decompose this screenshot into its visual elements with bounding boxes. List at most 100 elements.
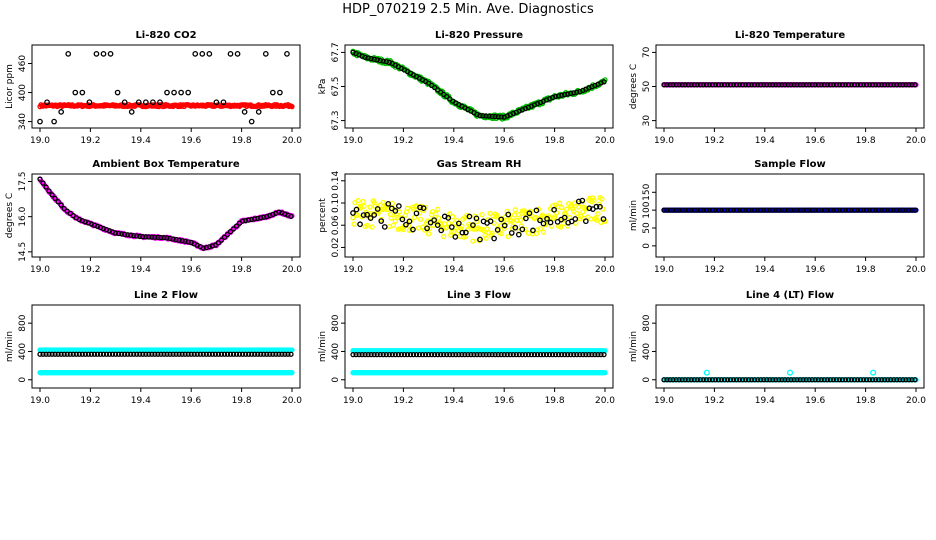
data-point xyxy=(431,351,438,358)
data-point xyxy=(44,99,50,106)
data-point xyxy=(546,351,553,358)
data-point xyxy=(356,351,362,358)
data-point xyxy=(906,82,912,88)
data-point xyxy=(377,351,383,358)
data-point xyxy=(761,377,767,383)
data-point xyxy=(851,207,858,213)
data-point xyxy=(815,377,821,383)
data-point xyxy=(848,207,855,213)
data-point xyxy=(288,213,294,219)
data-point xyxy=(900,82,906,88)
data-point xyxy=(203,351,209,357)
data-point xyxy=(906,207,912,213)
data-point xyxy=(381,224,388,230)
x-tick-label: 19.0 xyxy=(343,396,363,406)
data-point xyxy=(580,209,586,215)
y-tick-label: 400 xyxy=(642,343,652,360)
data-point xyxy=(791,377,797,383)
y-tick-label: 30 xyxy=(642,115,652,127)
data-point xyxy=(230,351,237,357)
data-point xyxy=(776,377,782,383)
data-point xyxy=(269,89,276,96)
data-point xyxy=(413,210,420,217)
plot-frame xyxy=(31,173,301,258)
data-point xyxy=(900,207,906,213)
data-point xyxy=(685,377,691,383)
data-point xyxy=(52,195,58,202)
data-point xyxy=(484,226,490,232)
data-point xyxy=(435,351,441,358)
data-point xyxy=(679,377,685,383)
data-point xyxy=(794,207,800,213)
data-point xyxy=(854,207,861,213)
y-axis-label: degrees C xyxy=(5,193,15,238)
data-point xyxy=(489,113,495,120)
data-point xyxy=(473,215,480,222)
x-tick-label: 19.8 xyxy=(232,396,252,406)
data-point xyxy=(288,351,294,357)
data-point xyxy=(830,207,836,213)
data-point xyxy=(685,82,691,88)
data-point xyxy=(791,82,797,88)
data-point xyxy=(191,351,197,357)
series-flow_avg xyxy=(37,351,294,357)
data-point xyxy=(383,59,389,65)
data-point xyxy=(55,199,61,205)
data-point xyxy=(700,207,706,213)
data-point xyxy=(664,207,670,213)
data-point xyxy=(876,377,882,383)
data-point xyxy=(374,351,380,358)
data-point xyxy=(128,351,134,357)
data-point xyxy=(438,227,445,234)
x-tick-label: 20.0 xyxy=(906,136,926,146)
data-point xyxy=(752,82,758,88)
data-point xyxy=(879,82,885,88)
data-point xyxy=(487,218,494,225)
data-point xyxy=(697,377,703,383)
data-point xyxy=(897,207,903,213)
data-point xyxy=(730,207,737,213)
data-point xyxy=(368,351,374,358)
data-point xyxy=(49,192,55,198)
data-point xyxy=(592,351,598,358)
data-point xyxy=(428,351,435,358)
data-point xyxy=(65,50,72,57)
data-point xyxy=(903,377,909,383)
data-point xyxy=(736,82,743,88)
data-point xyxy=(178,89,184,96)
data-point xyxy=(491,235,497,242)
data-point xyxy=(833,82,840,88)
data-point xyxy=(700,377,706,383)
data-point xyxy=(721,207,728,213)
chart-title: Sample Flow xyxy=(754,159,826,170)
x-tick-label: 19.0 xyxy=(654,136,674,146)
data-point xyxy=(482,232,488,238)
data-point xyxy=(782,207,788,213)
data-point xyxy=(258,215,264,221)
x-tick-label: 19.0 xyxy=(654,265,674,275)
x-tick-label: 19.2 xyxy=(393,265,413,275)
data-point xyxy=(746,207,752,213)
data-point xyxy=(487,210,493,217)
data-point xyxy=(185,239,191,245)
data-point xyxy=(525,351,532,358)
data-point xyxy=(568,90,574,97)
data-point xyxy=(806,377,812,383)
data-point xyxy=(891,207,897,213)
data-point xyxy=(543,351,550,358)
data-point xyxy=(513,351,519,358)
x-tick-label: 19.0 xyxy=(343,136,363,146)
data-point xyxy=(782,377,788,383)
data-point xyxy=(749,207,755,213)
data-point xyxy=(718,207,725,213)
data-point xyxy=(140,234,146,240)
chart-title: Gas Stream RH xyxy=(437,159,522,170)
data-point xyxy=(203,244,209,251)
data-point xyxy=(246,217,252,223)
data-point xyxy=(857,207,864,213)
data-point xyxy=(504,351,510,358)
data-point xyxy=(377,57,383,64)
data-point xyxy=(863,82,870,88)
data-point xyxy=(46,188,52,194)
data-point xyxy=(474,351,480,358)
